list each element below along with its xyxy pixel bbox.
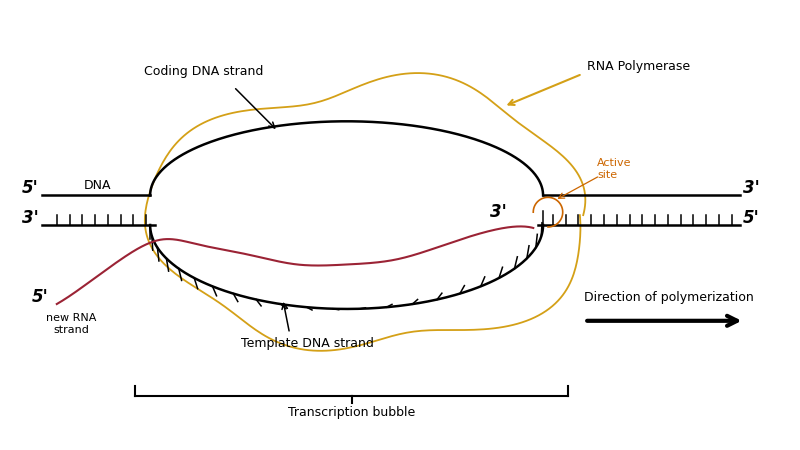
Text: 5': 5' [743,209,760,227]
Text: Direction of polymerization: Direction of polymerization [584,291,754,304]
Text: 5': 5' [22,180,38,198]
Text: 5': 5' [32,288,49,306]
Text: RNA Polymerase: RNA Polymerase [587,60,690,73]
Text: DNA: DNA [83,179,111,192]
Text: Active
site: Active site [597,158,632,180]
Text: 3': 3' [743,180,760,198]
Text: Template DNA strand: Template DNA strand [241,337,374,350]
Text: 3': 3' [22,209,38,227]
Text: Coding DNA strand: Coding DNA strand [145,65,264,78]
Text: Transcription bubble: Transcription bubble [288,406,415,419]
Text: 3': 3' [490,203,507,221]
Text: new RNA
strand: new RNA strand [46,313,97,334]
